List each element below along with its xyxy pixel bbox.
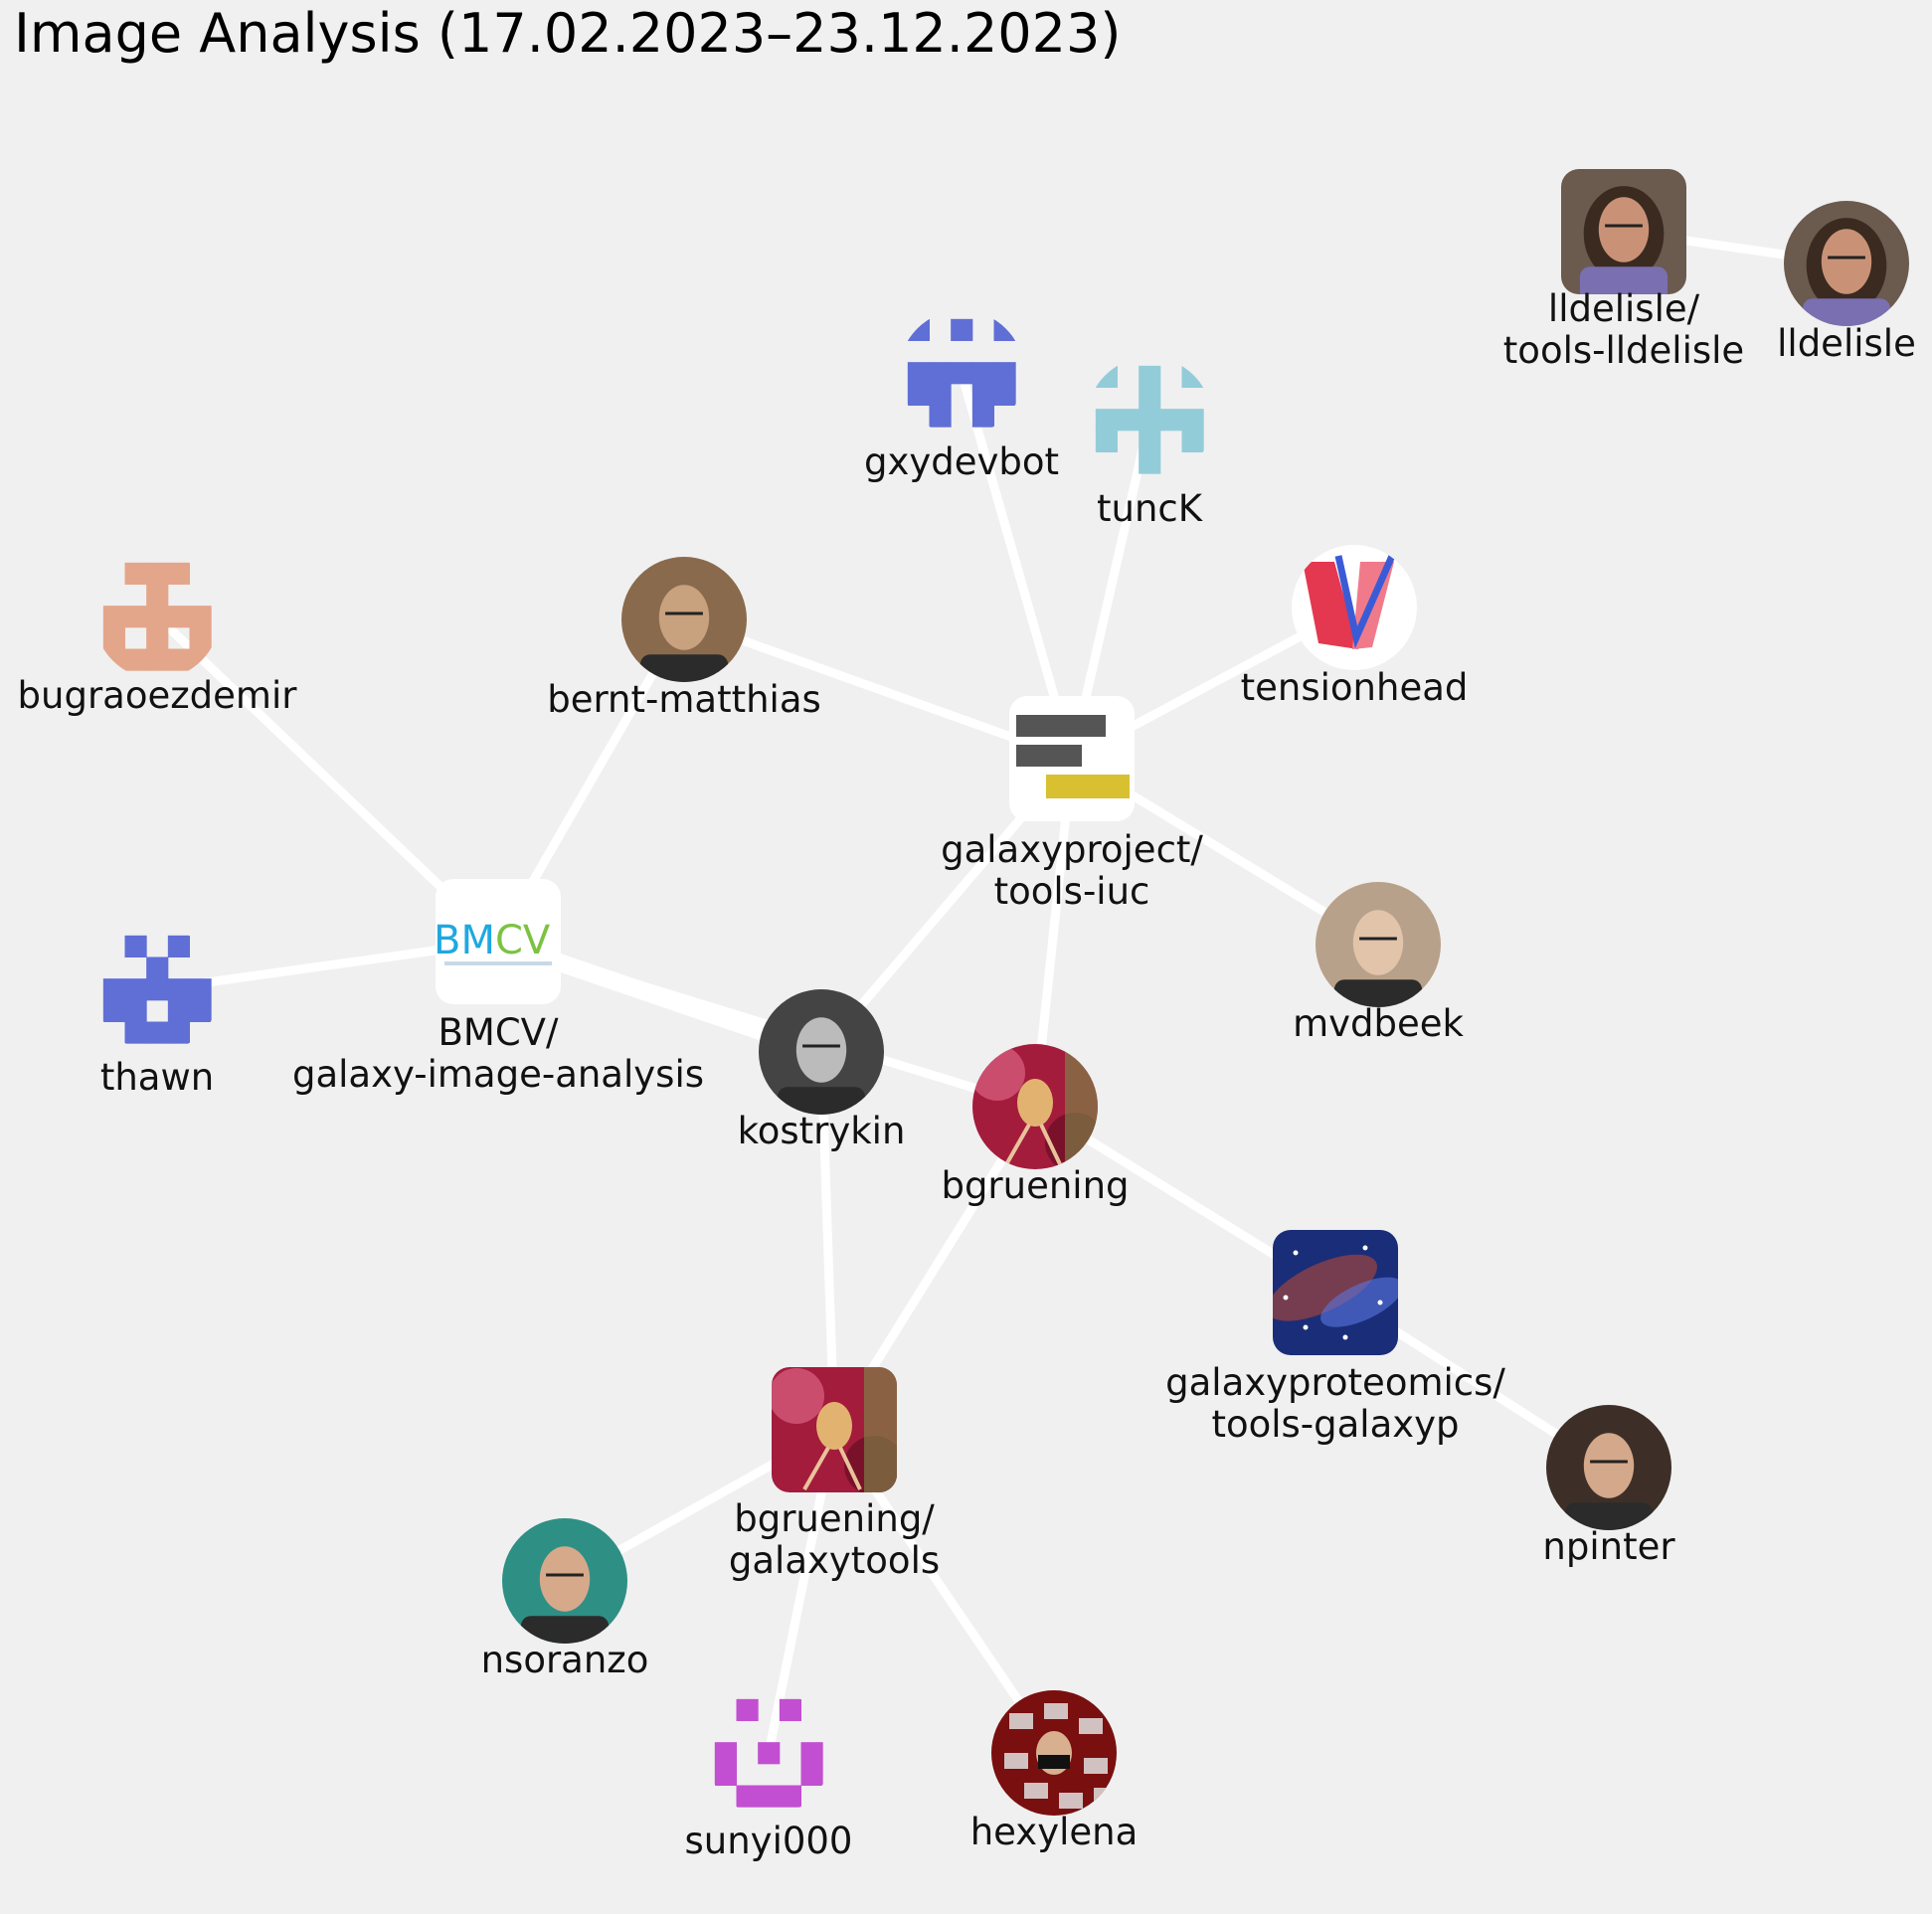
node-label: tools-galaxyp [1211, 1403, 1459, 1446]
photo-man-icon [1316, 882, 1441, 1007]
node-label: sunyi000 [685, 1820, 853, 1862]
node-bmcv-repo[interactable]: BM CV BMCV/galaxy-image-analysis [292, 879, 704, 1096]
node-label: nsoranzo [481, 1639, 649, 1681]
node-bgruening-repo[interactable]: bgruening/galaxytools [729, 1367, 940, 1582]
photo-man-icon [759, 989, 884, 1115]
node-label: bugraoezdemir [18, 674, 298, 717]
identicon-icon [907, 318, 1016, 428]
photo-woman-icon [1784, 201, 1909, 326]
node-label: thawn [100, 1056, 214, 1099]
logo-icon [1292, 545, 1417, 670]
node-kostrykin[interactable]: kostrykin [738, 989, 906, 1152]
node-label: hexylena [970, 1811, 1139, 1853]
node-tensionhead[interactable]: tensionhead [1241, 545, 1469, 709]
node-bgruening[interactable]: bgruening [941, 1044, 1130, 1207]
node-label: bgruening [941, 1164, 1129, 1207]
node-label: lldelisle [1777, 322, 1916, 365]
photo-man-icon [502, 1518, 627, 1644]
orchid-photo-icon [972, 1044, 1098, 1169]
node-lldelisle-repo[interactable]: lldelisle/tools-lldelisle [1503, 169, 1744, 372]
node-bernt-matthias[interactable]: bernt-matthias [547, 557, 821, 721]
edge-kostrykin-bgruening-repo [816, 1051, 839, 1431]
node-tools-galaxyp[interactable]: galaxyproteomics/tools-galaxyp [1165, 1230, 1505, 1446]
edge-gxydevbot-tools-iuc [957, 371, 1077, 761]
node-nsoranzo[interactable]: nsoranzo [481, 1518, 649, 1681]
node-label: bernt-matthias [547, 678, 821, 721]
node-label: mvdbeek [1293, 1002, 1464, 1045]
nodes-layer: lldelisle/tools-lldelisle lldelisle gxydev… [18, 169, 1916, 1862]
node-tools-iuc[interactable]: galaxyproject/tools-iuc [941, 696, 1203, 913]
node-label: kostrykin [738, 1110, 906, 1152]
galaxy-logo-icon [1009, 696, 1135, 821]
node-mvdbeek[interactable]: mvdbeek [1293, 882, 1465, 1045]
svg-text:BM: BM [434, 918, 495, 963]
node-label: galaxytools [729, 1539, 940, 1582]
graph-title: Image Analysis (17.02.2023–23.12.2023) [14, 2, 1122, 65]
node-bugraoezdemir[interactable]: bugraoezdemir [18, 562, 298, 717]
orchid-photo-icon [772, 1367, 897, 1492]
edge-bernt-matthias-tools-iuc [682, 614, 1074, 764]
photo-man-icon [621, 557, 747, 682]
node-thawn[interactable]: thawn [100, 935, 214, 1099]
node-tuncK[interactable]: tuncK [1095, 365, 1204, 530]
node-label: tensionhead [1241, 666, 1469, 709]
photo-man-icon [1546, 1405, 1671, 1530]
node-label: tools-lldelisle [1503, 329, 1744, 372]
galaxy-nebula-icon [1273, 1230, 1398, 1355]
bmcv-logo-icon: BM CV [434, 879, 561, 1004]
node-label: lldelisle/ [1548, 287, 1700, 330]
node-hexylena[interactable]: hexylena [970, 1690, 1139, 1853]
node-label: npinter [1542, 1525, 1675, 1568]
node-label: galaxyproteomics/ [1165, 1361, 1505, 1404]
node-label: tuncK [1097, 487, 1204, 530]
identicon-icon [714, 1698, 823, 1808]
photo-woman-icon [1561, 169, 1686, 294]
identicon-icon [102, 935, 212, 1044]
svg-text:CV: CV [495, 918, 551, 963]
node-label: BMCV/ [439, 1011, 559, 1054]
node-label: galaxy-image-analysis [292, 1053, 704, 1096]
node-label: tools-iuc [994, 870, 1150, 913]
node-gxydevbot[interactable]: gxydevbot [864, 318, 1059, 483]
identicon-icon [1095, 365, 1204, 474]
node-label: bgruening/ [734, 1497, 935, 1540]
collage-photo-icon [991, 1690, 1117, 1816]
node-npinter[interactable]: npinter [1542, 1405, 1675, 1568]
node-label: galaxyproject/ [941, 828, 1203, 871]
node-sunyi000[interactable]: sunyi000 [685, 1698, 853, 1862]
node-lldelisle[interactable]: lldelisle [1777, 201, 1916, 365]
node-label: gxydevbot [864, 440, 1059, 483]
identicon-icon [102, 562, 212, 671]
